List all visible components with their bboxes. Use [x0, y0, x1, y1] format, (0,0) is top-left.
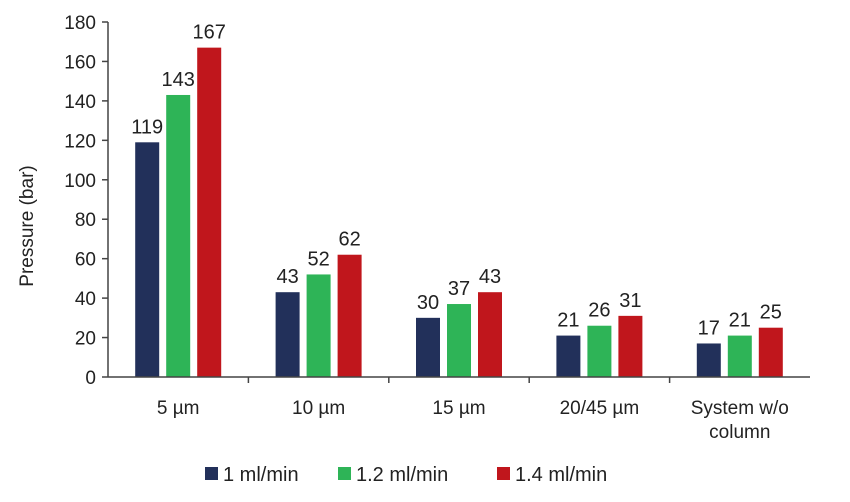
legend-swatch — [497, 467, 510, 480]
y-tick-label: 20 — [75, 329, 96, 350]
x-tick-label: 20/45 µm — [560, 398, 640, 419]
data-label: 21 — [557, 310, 579, 332]
data-label: 30 — [417, 292, 439, 314]
y-tick-label: 80 — [75, 210, 96, 231]
data-label: 143 — [162, 69, 195, 91]
x-tick-label: 10 µm — [292, 398, 345, 419]
bar — [166, 94, 191, 377]
data-label: 21 — [729, 310, 751, 332]
bar — [306, 274, 331, 377]
x-tick-label: System w/o — [691, 398, 789, 419]
bar — [478, 292, 502, 377]
bar — [447, 304, 471, 377]
y-tick-label: 40 — [75, 289, 96, 310]
y-axis-title: Pressure (bar) — [17, 165, 38, 286]
x-tick-label: 15 µm — [432, 398, 485, 419]
y-tick-label: 60 — [75, 250, 96, 271]
bar — [197, 47, 222, 378]
legend-swatch — [338, 467, 351, 480]
y-tick-label: 160 — [64, 52, 96, 73]
legend-label: 1.2 ml/min — [356, 464, 448, 486]
x-tick-label: 5 µm — [157, 398, 200, 419]
bar — [587, 325, 612, 377]
bar — [275, 292, 300, 377]
bar — [416, 317, 440, 377]
data-label: 26 — [588, 300, 610, 322]
data-label: 52 — [307, 248, 329, 270]
bar — [758, 327, 783, 377]
legend-label: 1.4 ml/min — [515, 464, 607, 486]
y-tick-label: 100 — [64, 171, 96, 192]
bar — [337, 254, 362, 377]
bar — [556, 335, 581, 377]
legend: 1 ml/min 1.2 ml/min 1.4 ml/min — [205, 464, 607, 486]
bar — [135, 142, 160, 377]
y-tick-label: 140 — [64, 92, 96, 113]
y-axis: 0 20 40 60 80 100 120 140 160 180 — [64, 13, 109, 389]
data-labels: 119 143 167 43 52 62 30 37 43 21 26 31 17 21 25 — [131, 22, 782, 340]
data-label: 37 — [448, 278, 470, 300]
bars — [135, 47, 783, 378]
data-label: 119 — [131, 116, 163, 138]
data-label: 43 — [479, 266, 501, 288]
y-tick-label: 120 — [64, 131, 96, 152]
data-label: 43 — [276, 266, 298, 288]
data-label: 25 — [760, 302, 782, 324]
bar — [618, 315, 643, 377]
x-axis: 5 µm 10 µm 15 µm 20/45 µm System w/o column — [108, 376, 810, 443]
legend-swatch — [205, 467, 218, 480]
legend-label: 1 ml/min — [223, 464, 299, 486]
y-tick-label: 0 — [85, 368, 96, 389]
x-tick-label: column — [709, 422, 770, 443]
data-label: 31 — [619, 290, 641, 312]
data-label: 62 — [338, 229, 360, 251]
bar — [696, 343, 721, 377]
data-label: 167 — [193, 22, 226, 44]
data-label: 17 — [698, 317, 720, 339]
y-tick-label: 180 — [64, 13, 96, 34]
bar — [727, 335, 752, 377]
